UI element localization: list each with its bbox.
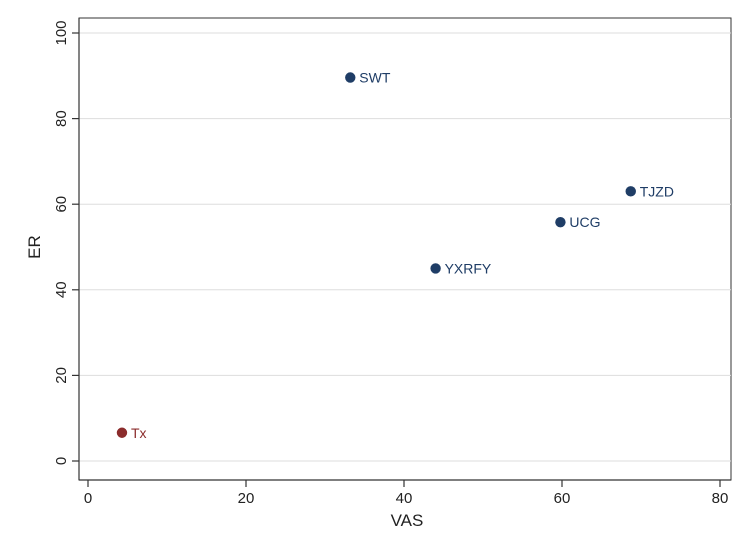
x-axis-title: VAS — [391, 511, 424, 530]
point-label: Tx — [131, 425, 147, 441]
x-tick-label: 20 — [238, 490, 255, 507]
y-tick-label: 0 — [53, 457, 70, 465]
y-tick-label: 20 — [53, 367, 70, 384]
point-marker — [345, 72, 356, 83]
x-tick-label: 60 — [554, 490, 571, 507]
point-label: UCG — [569, 214, 600, 230]
y-tick-label: 100 — [53, 20, 70, 45]
plot-area — [78, 17, 732, 481]
y-tick-label: 80 — [53, 110, 70, 127]
data-point: Tx — [116, 425, 147, 441]
point-label: YXRFY — [445, 260, 492, 276]
point-label: TJZD — [640, 183, 674, 199]
point-marker — [116, 427, 128, 438]
data-point: YXRFY — [430, 260, 492, 276]
point-marker — [555, 216, 566, 228]
data-point: SWT — [345, 70, 391, 86]
x-ticks: 0 20 40 60 80 — [84, 480, 729, 507]
y-tick-label: 60 — [53, 196, 70, 213]
point-marker — [430, 263, 441, 274]
point-marker — [625, 186, 636, 197]
data-points: SWT TJZD UCG YXRFY Tx — [116, 70, 674, 441]
data-point: TJZD — [625, 183, 674, 199]
x-tick-label: 40 — [396, 490, 413, 507]
x-tick-label: 0 — [84, 490, 92, 507]
gridlines — [79, 32, 731, 462]
y-tick-label: 40 — [53, 281, 70, 298]
y-ticks: 0 20 40 60 80 100 — [53, 20, 79, 465]
y-axis-title: ER — [25, 235, 44, 259]
data-point: UCG — [555, 214, 601, 230]
point-label: SWT — [359, 70, 391, 86]
x-tick-label: 80 — [712, 490, 729, 507]
